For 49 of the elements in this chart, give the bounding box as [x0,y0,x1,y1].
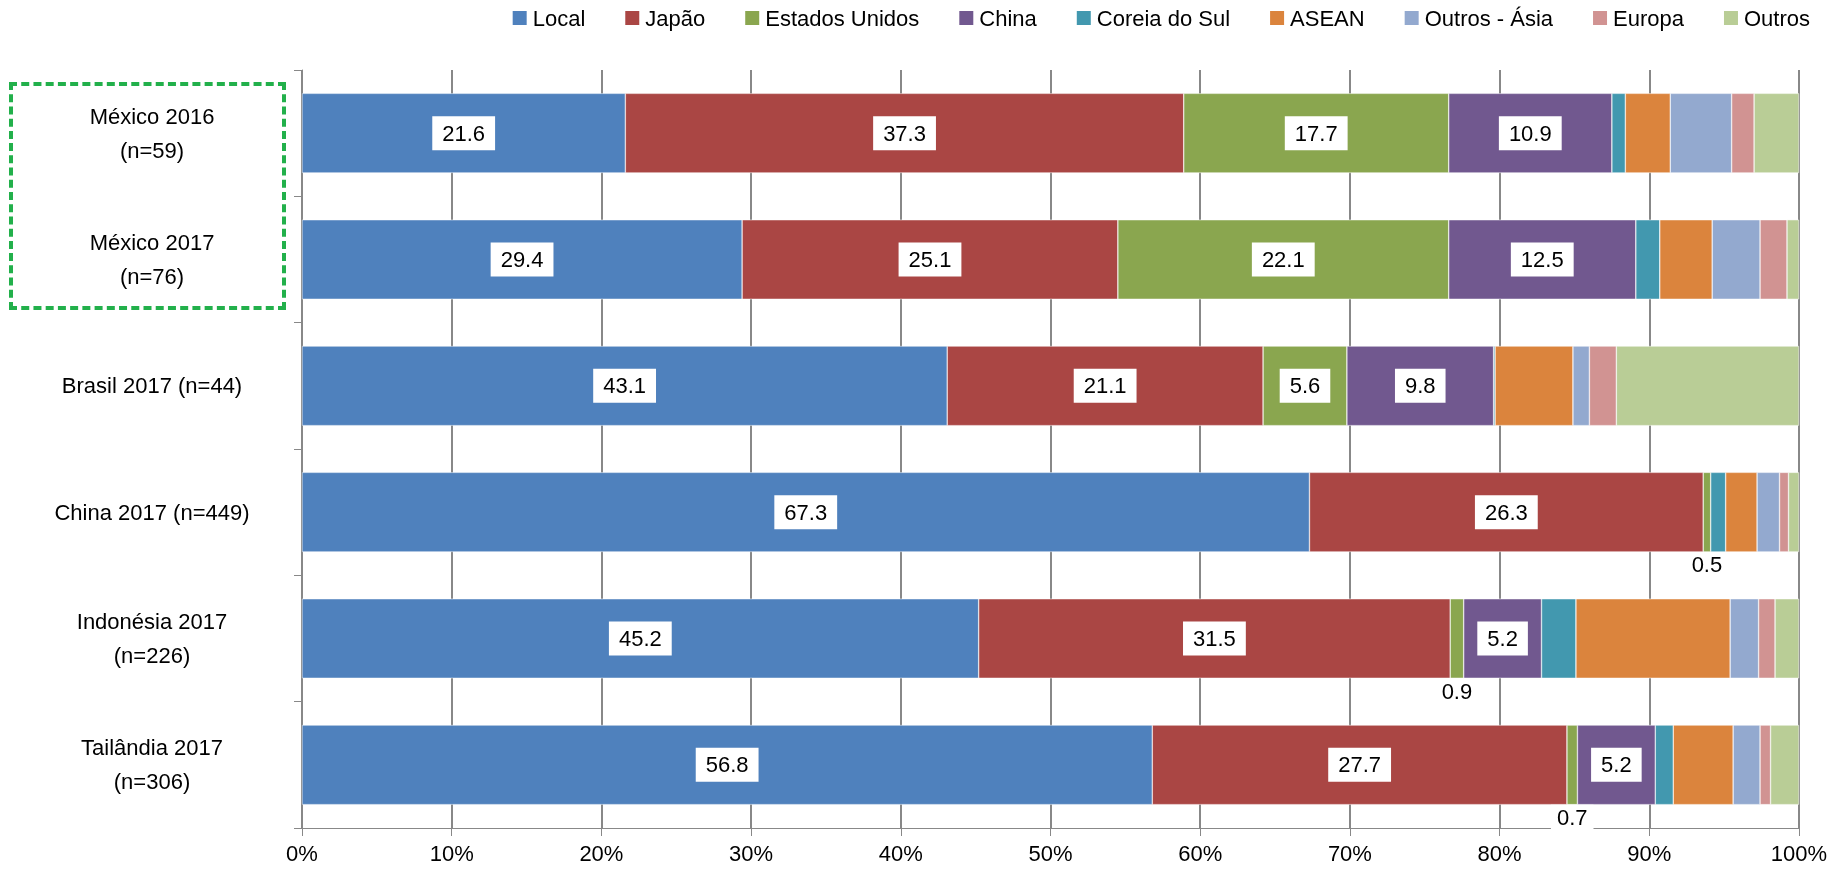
data-label: 27.7 [1338,752,1382,778]
data-label: 67.3 [784,499,828,525]
x-tick-label: 30% [729,840,774,866]
y-tick-label: China 2017 (n=449) [54,499,250,525]
data-label: 9.8 [1404,373,1436,399]
legend-label: Estados Unidos [765,5,920,31]
y-tick-label: Indonésia 2017 (n=226) [76,609,228,668]
x-tick-label: 80% [1477,840,1522,866]
data-label: 0.5 [1691,552,1723,578]
x-tick-label: 100% [1770,840,1828,866]
data-label: 10.9 [1508,120,1552,146]
data-label: 37.3 [883,120,926,146]
x-tick-label: 60% [1178,840,1223,866]
y-tick-label: México 2016 (n=59) [89,103,215,163]
data-label: 25.1 [908,247,952,272]
data-label: 17.7 [1294,120,1338,146]
data-label: 5.2 [1601,752,1632,778]
x-tick-label: 10% [429,840,474,866]
x-tick-label: 70% [1327,840,1372,866]
x-tick-label: 0% [286,840,318,866]
x-tick-label: 20% [579,840,624,866]
legend-label: China [979,5,1038,31]
data-label: 56.8 [705,752,749,778]
legend-label: Local [532,5,586,31]
x-tick-label: 40% [878,840,923,866]
legend-label: ASEAN [1290,5,1365,31]
data-label: 26.3 [1484,499,1528,525]
legend-label: Japão [645,5,706,31]
data-label: 0.7 [1556,805,1588,831]
data-label: 5.2 [1487,626,1518,651]
data-label: 12.5 [1520,247,1564,272]
y-tick-label: Tailândia 2017 (n=306) [81,735,223,795]
y-tick-label: México 2017 (n=76) [89,230,215,289]
legend-label: Coreia do Sul [1096,5,1231,31]
legend-label: Outros [1743,5,1811,31]
data-label: 29.4 [500,247,544,272]
x-tick-label: 50% [1028,840,1073,866]
data-label: 21.6 [442,120,486,146]
legend-label: Outros - Ásia [1424,5,1554,31]
data-label: 0.9 [1441,678,1473,704]
data-label: 31.5 [1193,626,1236,651]
data-label: 22.1 [1261,247,1305,272]
data-label: 21.1 [1083,373,1127,399]
x-tick-label: 90% [1627,840,1672,866]
data-label: 5.6 [1289,373,1321,399]
y-tick-label: Brasil 2017 (n=44) [61,373,243,399]
legend-label: Europa [1613,5,1685,31]
data-label: 45.2 [618,626,662,651]
data-label: 43.1 [603,373,647,399]
